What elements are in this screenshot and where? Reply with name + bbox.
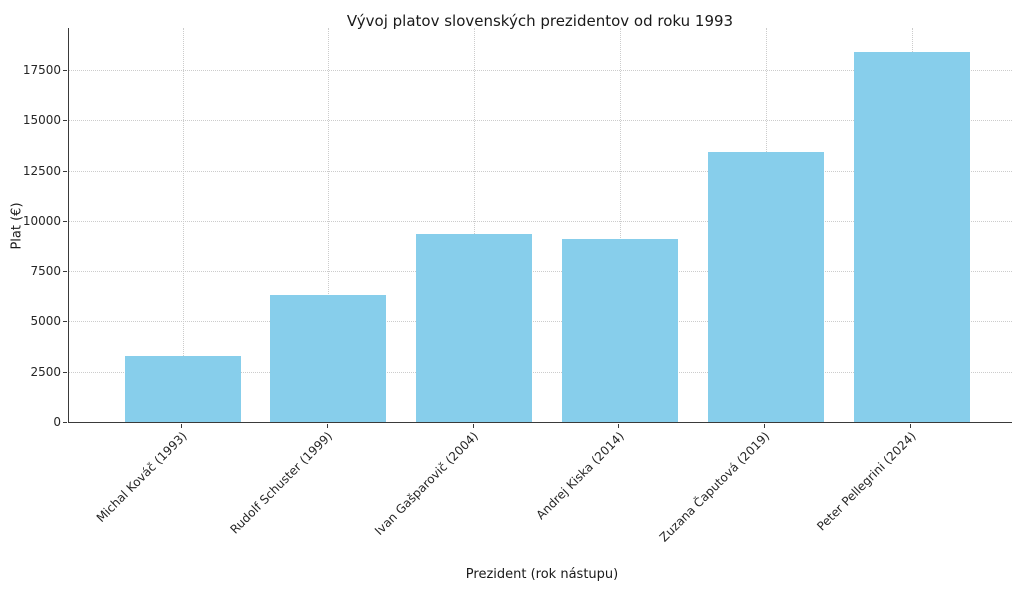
gridline-vertical: [474, 28, 476, 422]
gridline-horizontal: [69, 70, 1012, 72]
y-tick-label: 7500: [30, 264, 61, 279]
bar: [124, 355, 241, 422]
chart-title: Vývoj platov slovenských prezidentov od …: [346, 12, 734, 30]
x-tick-mark: [472, 424, 474, 428]
y-tick-label: 0: [53, 415, 61, 429]
y-tick-mark: [63, 271, 67, 273]
y-tick-label: 5000: [30, 314, 61, 329]
bar: [416, 234, 533, 422]
y-tick-mark: [63, 170, 67, 172]
bar: [561, 239, 678, 422]
gridline-horizontal: [69, 371, 1012, 373]
x-tick-mark: [764, 424, 766, 428]
gridline-vertical: [619, 28, 621, 422]
y-tick-label: 12500: [22, 163, 61, 178]
gridline-horizontal: [69, 321, 1012, 323]
x-axis-label: Prezident (rok nástupu): [465, 567, 619, 582]
bar: [707, 151, 824, 422]
y-tick-mark: [63, 371, 67, 373]
x-tick-label: Zuzana Čaputová (2019): [657, 429, 773, 545]
x-tick-mark: [618, 424, 620, 428]
y-tick-mark: [63, 220, 67, 222]
x-tick-mark: [326, 424, 328, 428]
y-tick-label: 15000: [22, 113, 61, 128]
x-tick-mark: [910, 424, 911, 428]
y-tick-mark: [63, 70, 67, 72]
y-tick-label: 17500: [22, 63, 61, 78]
y-tick-mark: [63, 422, 67, 423]
gridline-horizontal: [69, 271, 1012, 273]
gridline-horizontal: [69, 170, 1012, 172]
plot-area: [68, 28, 1012, 423]
y-tick-label: 2500: [30, 364, 61, 379]
x-tick-mark: [181, 424, 182, 428]
gridline-horizontal: [69, 220, 1012, 222]
x-tick-label: Rudolf Schuster (1999): [227, 429, 336, 537]
y-tick-label: 10000: [22, 213, 61, 228]
gridline-horizontal: [69, 120, 1012, 122]
gridline-vertical: [182, 28, 184, 422]
y-tick-mark: [63, 120, 67, 122]
x-tick-label: Michal Kováč (1993): [93, 429, 190, 526]
x-tick-label: Peter Pellegrini (2024): [813, 429, 919, 534]
gridline-vertical: [328, 28, 330, 422]
bar: [853, 52, 970, 422]
bar: [270, 295, 387, 422]
x-tick-label: Ivan Gašparovič (2004): [372, 429, 482, 538]
x-tick-label: Andrej Kiska (2014): [533, 429, 627, 523]
y-tick-mark: [63, 321, 67, 323]
